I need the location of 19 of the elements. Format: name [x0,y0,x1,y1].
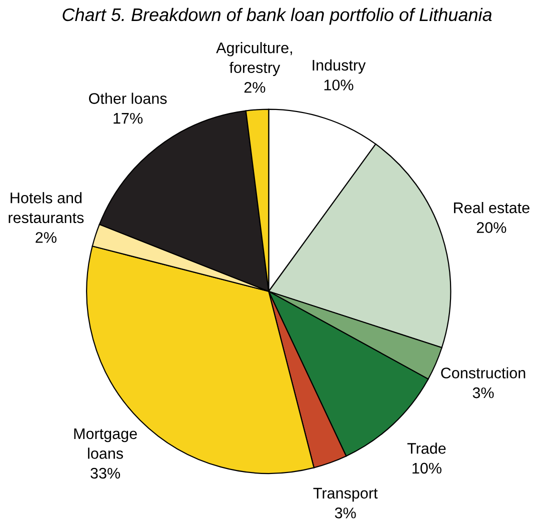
slice-label: Agriculture, forestry [216,42,292,76]
slice-label: Mortgage loans [74,428,137,459]
data-label: 3% [472,387,494,398]
slice-label: Other loans [89,92,167,104]
chart-title: Chart 5. Breakdown of bank loan portfolio of Lithuania [62,8,492,25]
slice-label: Real estate [454,202,530,214]
slice-label: Industry [312,59,366,74]
slice-label: Construction [441,367,526,378]
slice-label: Transport [313,488,378,502]
data-label: 33% [90,468,120,479]
data-label: 20% [476,222,506,233]
data-label: 10% [324,80,354,90]
data-label: 3% [334,508,356,518]
data-label: 2% [244,82,266,93]
slice-label: Hotels and restaurants [8,192,84,224]
data-label: 10% [412,462,442,474]
slice-label: Trade [407,442,446,454]
data-label: 2% [36,232,56,243]
data-label: 17% [114,112,143,124]
